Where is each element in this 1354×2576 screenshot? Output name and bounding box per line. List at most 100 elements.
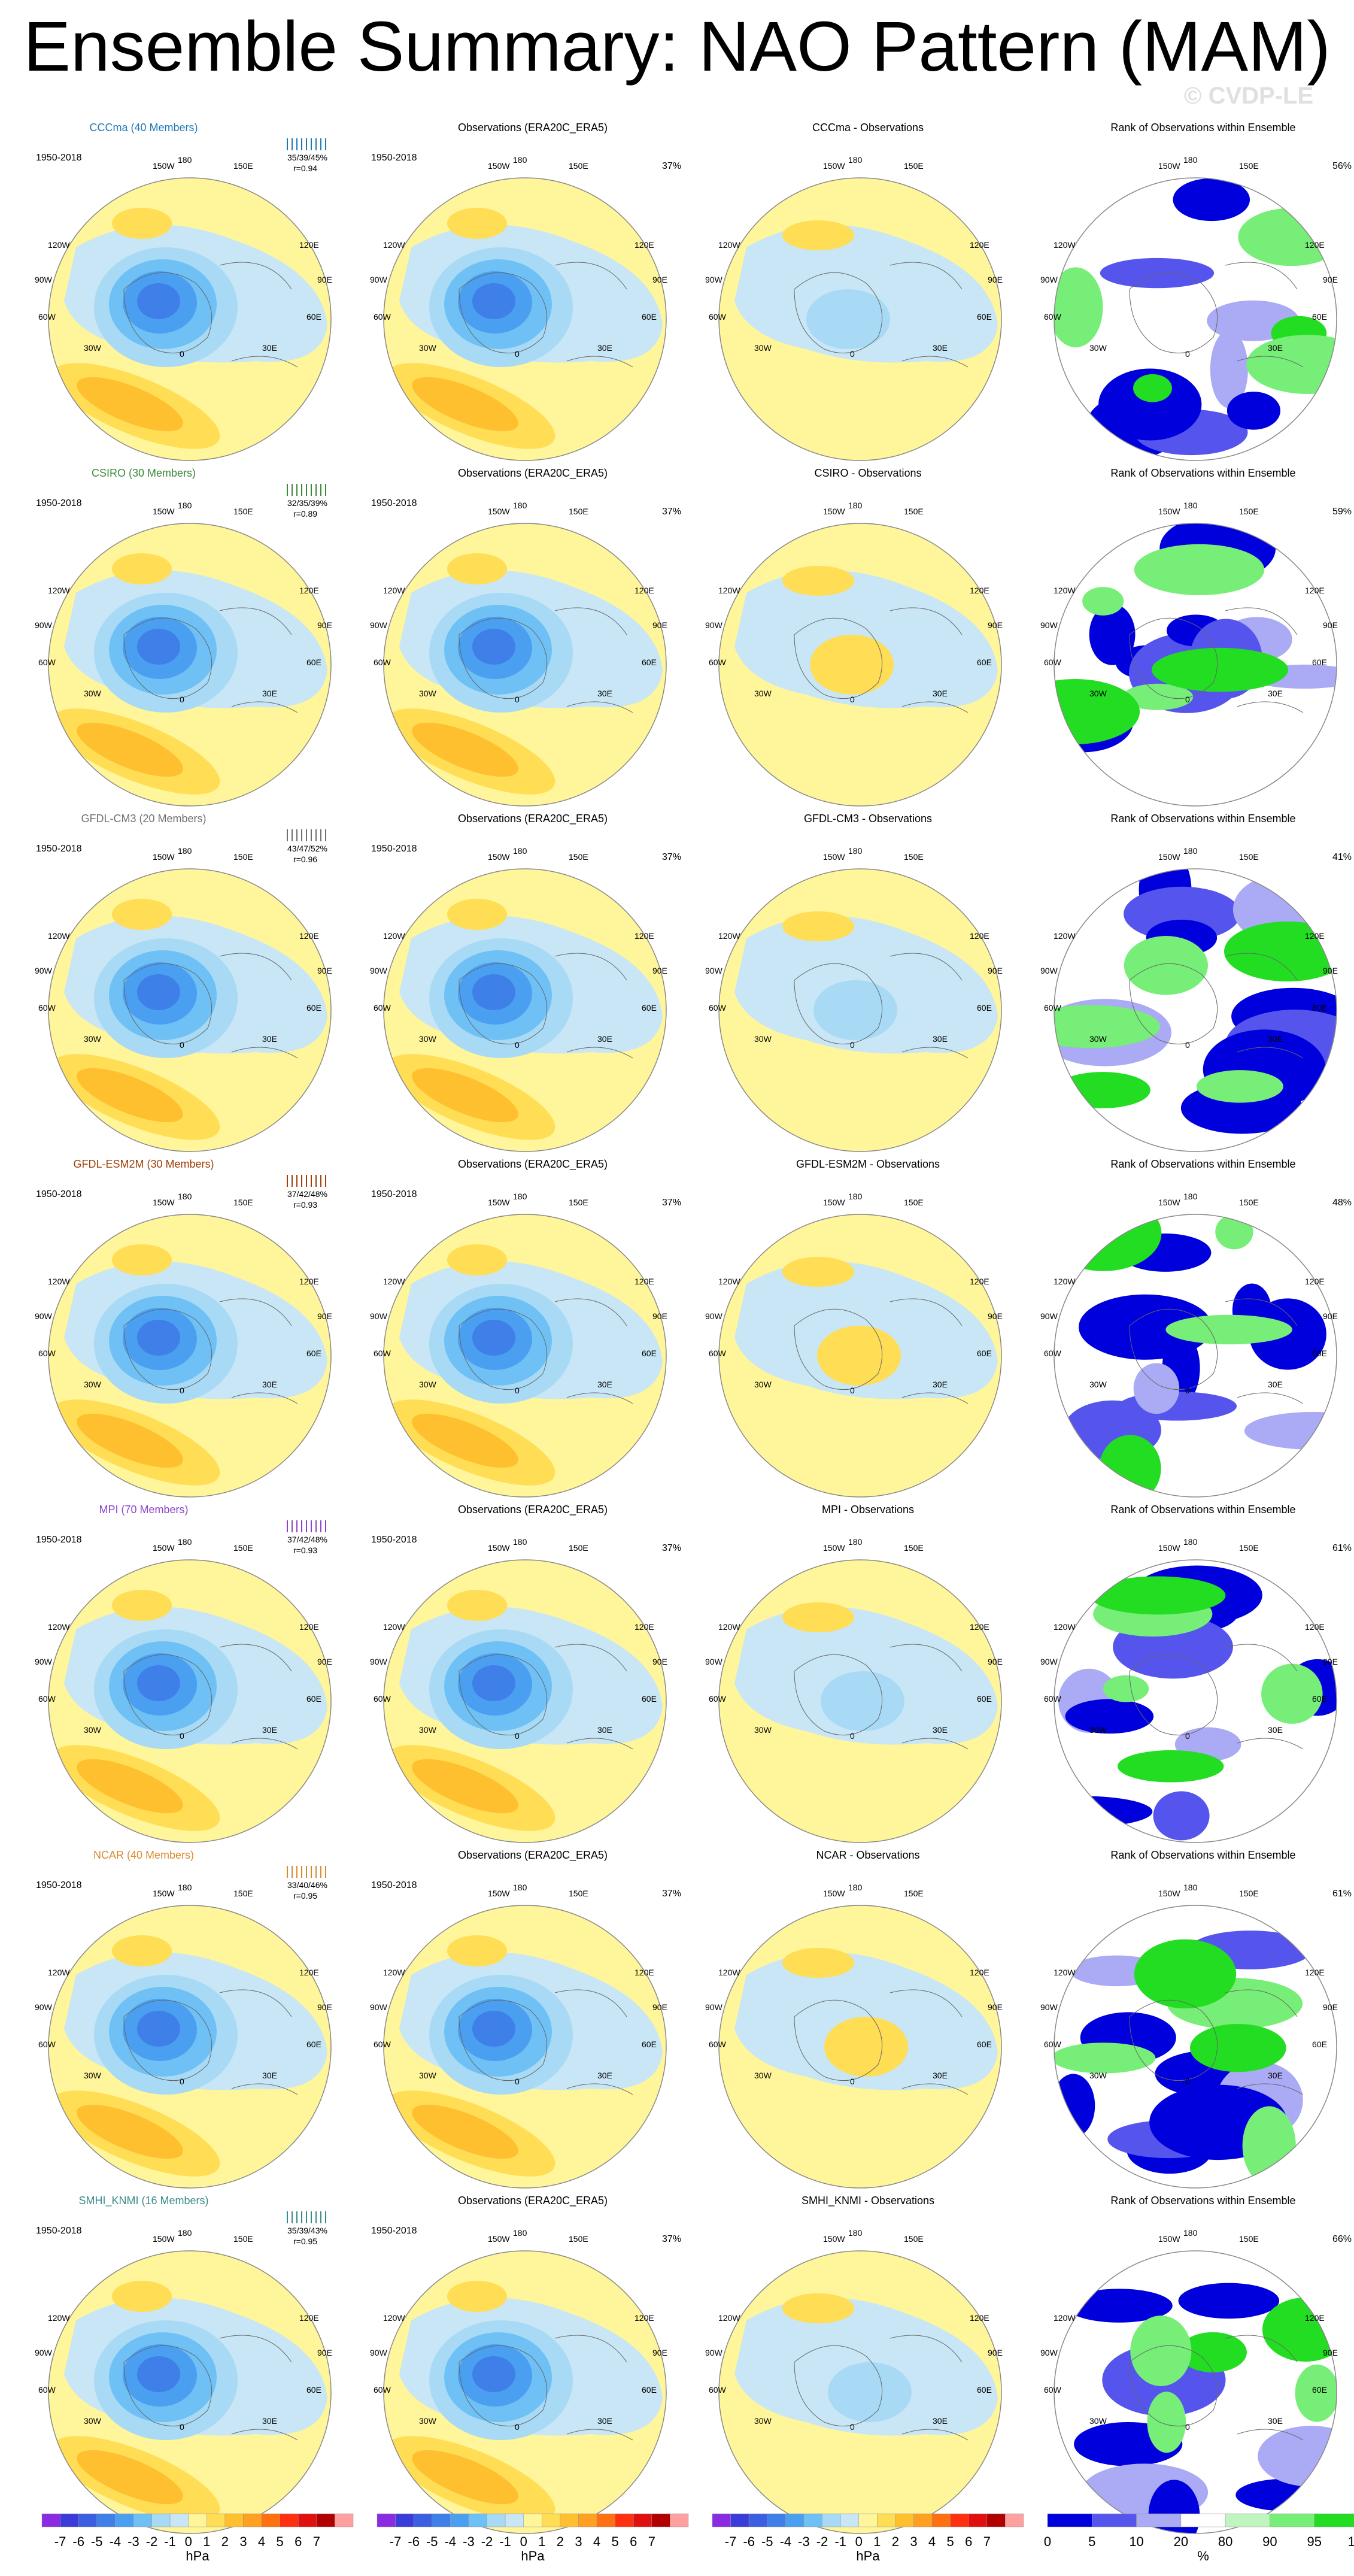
diff-contour	[782, 1948, 854, 1978]
map-label: 90E	[652, 2348, 667, 2357]
coastline	[889, 953, 969, 1059]
panel-title: NCAR (40 Members)	[93, 1849, 195, 1861]
high-contour	[412, 1413, 518, 1468]
map-label: 30W	[419, 1380, 436, 1389]
map-label: 150E	[569, 1889, 588, 1898]
map-label: 150W	[823, 1543, 845, 1553]
panel-title: Observations (ERA20C_ERA5)	[457, 122, 608, 134]
colorbar-swatch	[413, 2513, 433, 2527]
correlation-stat: r=0.94	[293, 163, 318, 173]
panel: SMHI_KNMI - Observations 180 150W 150E 120W 1…	[700, 2195, 1036, 2539]
high-contour	[447, 553, 507, 584]
panel: SMHI_KNMI (16 Members) 1950-2018 35/39/43%…	[30, 2195, 365, 2539]
coastline	[219, 2335, 298, 2441]
colorbar-swatch	[377, 2513, 396, 2527]
map-border	[383, 1559, 667, 1843]
map-label: 90W	[705, 1311, 722, 1321]
polar-map	[40, 1551, 339, 1851]
diff-contour	[782, 220, 854, 250]
map-label: 30E	[933, 343, 948, 353]
colorbar-swatch	[968, 2513, 988, 2527]
map-label: 150W	[1158, 852, 1180, 862]
panel: Rank of Observations within Ensemble 48% 1…	[1036, 1158, 1354, 1502]
panel-title: CCCma (40 Members)	[89, 122, 198, 134]
coastline	[459, 1654, 548, 1736]
map-label: 30E	[1268, 1034, 1283, 1044]
map-label: 150E	[904, 1889, 924, 1898]
colorbar-tick: -6	[408, 2534, 420, 2549]
panel: Observations (ERA20C_ERA5) 1950-2018 37% 18…	[365, 1158, 700, 1502]
map-label: 150W	[153, 1889, 175, 1898]
map-label: 60W	[1044, 312, 1061, 322]
colorbar-swatch	[133, 2513, 152, 2527]
map-label: 30E	[262, 2071, 277, 2080]
map-label: 120E	[299, 1622, 319, 1632]
colorbar-tick: -1	[834, 2534, 846, 2549]
panel-title: Observations (ERA20C_ERA5)	[457, 1504, 608, 1516]
colorbar-tick: -7	[389, 2534, 402, 2549]
map-label: 150E	[233, 1198, 253, 1207]
coastline	[459, 963, 548, 1045]
high-contour	[112, 2281, 172, 2312]
map-label: 120W	[383, 240, 405, 250]
map-label: 180	[1183, 1537, 1198, 1547]
coastline	[889, 607, 969, 713]
diff-contour	[817, 1326, 901, 1386]
colorbar-tick: 6	[295, 2534, 302, 2549]
colorbar-tick: -4	[109, 2534, 122, 2549]
map-label: 60W	[374, 657, 391, 667]
rank-region	[1196, 1070, 1283, 1103]
map-label: 180	[513, 1883, 527, 1892]
low-contour	[137, 974, 180, 1010]
map-label: 0	[515, 1731, 520, 1741]
rank-region	[1246, 335, 1337, 394]
map-label: 30W	[419, 343, 436, 353]
map-border	[48, 1905, 332, 2189]
map-label: 90W	[35, 275, 52, 284]
coastline	[794, 2345, 883, 2427]
map-label: 150E	[904, 507, 924, 516]
panel-title: SMHI_KNMI (16 Members)	[78, 2195, 209, 2207]
map-label: 90W	[370, 1311, 387, 1321]
coastline	[794, 963, 883, 1045]
coastline	[459, 1999, 548, 2081]
coastline	[1225, 262, 1304, 368]
map-label: 30E	[597, 1034, 612, 1044]
diff-contour	[782, 1257, 854, 1287]
map-label: 90W	[370, 1657, 387, 1666]
ensemble-spread-ticks	[269, 827, 353, 844]
high-contour	[447, 2281, 507, 2312]
map-label: 120E	[970, 1968, 989, 1977]
rank-region	[1134, 544, 1265, 596]
colorbar-tick: 1	[873, 2534, 881, 2549]
map-label: 90E	[317, 2002, 332, 2012]
map-label: 30E	[933, 689, 948, 698]
colorbar-tick: 2	[221, 2534, 229, 2549]
colorbar-swatch	[188, 2513, 207, 2527]
polar-map	[375, 515, 675, 814]
map-label: 180	[513, 846, 527, 856]
coastline	[1129, 1999, 1218, 2081]
map-label: 90W	[705, 1657, 722, 1666]
low-contour	[472, 2011, 515, 2047]
rank-region	[1054, 267, 1103, 348]
colorbar-tick: -7	[54, 2534, 66, 2549]
rank-region	[1054, 2074, 1095, 2138]
colorbar-unit: hPa	[186, 2548, 210, 2563]
colorbar-tick: 1	[538, 2534, 546, 2549]
map-label: 30E	[262, 1380, 277, 1389]
map-label: 0	[180, 2077, 184, 2086]
map-label: 60E	[977, 2385, 992, 2395]
map-label: 120E	[970, 240, 989, 250]
map-label: 150E	[904, 1543, 924, 1553]
coastline	[794, 1999, 883, 2081]
panel-title: GFDL-CM3 (20 Members)	[81, 813, 207, 825]
map-label: 60E	[1312, 1348, 1327, 1358]
map-label: 180	[848, 846, 863, 856]
map-label: 90E	[652, 275, 667, 284]
rank-region	[1082, 587, 1124, 616]
map-label: 120E	[970, 1622, 989, 1632]
map-label: 180	[1183, 2228, 1198, 2238]
ensemble-stat: 32/35/39%	[287, 498, 327, 508]
map-label: 90E	[988, 275, 1003, 284]
